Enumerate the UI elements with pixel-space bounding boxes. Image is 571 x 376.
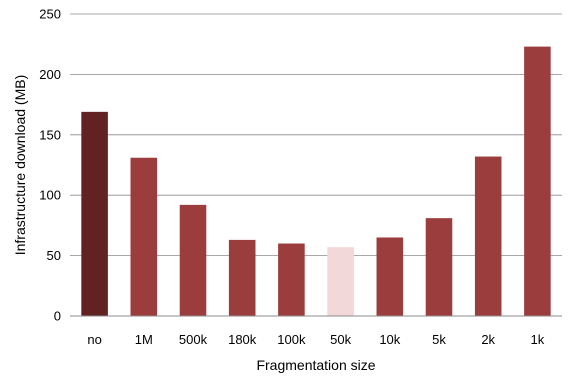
bar-180k [228,239,256,316]
y-tick-label: 50 [47,248,61,263]
x-axis-title: Fragmentation size [256,357,375,373]
bar-no [81,111,108,317]
x-tick-label: 1M [135,332,153,347]
x-axis-ticks: no 1M 500k 180k 100k 50k 10k 5k 2k 1k [87,332,544,347]
x-tick-label: 180k [228,332,257,347]
x-tick-label: 500k [179,332,208,347]
y-axis-title: Infrastructure download (MB) [12,75,28,256]
x-tick-label: 100k [277,332,306,347]
x-tick-label: 10k [379,332,400,347]
bar-2k [474,156,502,316]
bars [81,46,551,317]
y-tick-label: 250 [39,7,61,22]
x-tick-label: no [87,332,101,347]
y-tick-label: 100 [39,188,61,203]
y-tick-label: 0 [54,309,61,324]
bar-10k [376,237,404,316]
bar-5k [425,218,453,316]
bar-500k [179,204,207,316]
y-tick-label: 150 [39,127,61,142]
y-tick-label: 200 [39,67,61,82]
x-tick-label: 50k [330,332,351,347]
y-axis-ticks: 0 50 100 150 200 250 [39,7,61,324]
x-tick-label: 1k [531,332,545,347]
bar-100k [278,243,305,316]
bar-1k [524,46,551,317]
bar-50k [327,247,354,316]
x-tick-label: 2k [481,332,495,347]
x-tick-label: 5k [432,332,446,347]
bar-1M [130,157,158,316]
